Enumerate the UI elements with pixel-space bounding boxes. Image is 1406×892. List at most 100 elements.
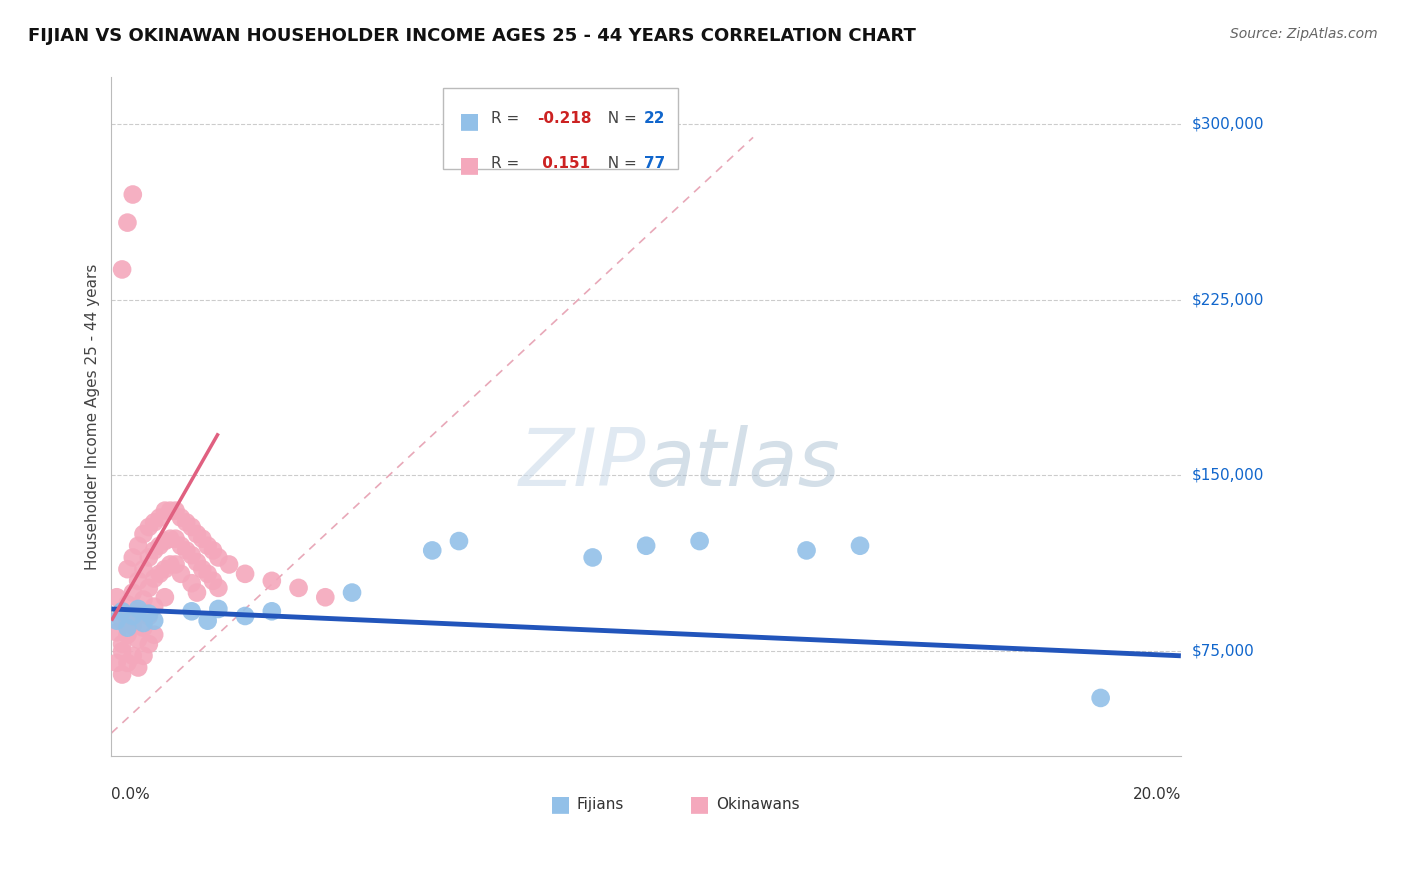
Text: R =: R =	[491, 155, 524, 170]
Point	[132, 621, 155, 635]
Point	[132, 527, 155, 541]
Text: R =: R =	[491, 112, 524, 127]
Text: Okinawans: Okinawans	[716, 797, 799, 812]
Point	[186, 585, 208, 599]
Point	[117, 621, 139, 635]
Text: 0.0%: 0.0%	[111, 787, 150, 802]
Text: $300,000: $300,000	[1192, 117, 1264, 132]
Point	[207, 602, 229, 616]
Point	[197, 539, 219, 553]
Point	[420, 543, 443, 558]
Point	[127, 574, 149, 588]
Point	[153, 591, 176, 605]
Point	[582, 550, 605, 565]
Text: ■: ■	[458, 155, 479, 176]
Point	[138, 609, 160, 624]
Point	[159, 558, 181, 572]
Text: atlas: atlas	[647, 425, 841, 503]
Point	[170, 510, 193, 524]
Point	[191, 532, 214, 546]
Point	[117, 216, 139, 230]
Point	[197, 614, 219, 628]
Point	[207, 550, 229, 565]
Point	[148, 510, 170, 524]
Point	[111, 262, 134, 277]
Point	[117, 656, 139, 670]
Point	[165, 558, 187, 572]
Point	[127, 539, 149, 553]
Point	[143, 572, 166, 586]
Point	[138, 637, 160, 651]
Point	[121, 618, 143, 632]
Point	[849, 539, 872, 553]
Text: 20.0%: 20.0%	[1132, 787, 1181, 802]
Point	[127, 604, 149, 618]
Point	[121, 585, 143, 599]
Text: ■: ■	[458, 112, 479, 131]
Point	[287, 581, 309, 595]
Point	[143, 543, 166, 558]
Point	[138, 581, 160, 595]
Point	[153, 562, 176, 576]
Point	[174, 543, 197, 558]
Point	[233, 609, 256, 624]
Point	[111, 604, 134, 618]
Point	[186, 555, 208, 569]
Point	[153, 534, 176, 549]
Point	[201, 543, 224, 558]
Point	[105, 625, 128, 640]
Point	[132, 562, 155, 576]
Point	[117, 614, 139, 628]
Text: Source: ZipAtlas.com: Source: ZipAtlas.com	[1230, 27, 1378, 41]
Point	[127, 660, 149, 674]
FancyBboxPatch shape	[443, 87, 678, 169]
Point	[447, 534, 470, 549]
Point	[153, 503, 176, 517]
Text: FIJIAN VS OKINAWAN HOUSEHOLDER INCOME AGES 25 - 44 YEARS CORRELATION CHART: FIJIAN VS OKINAWAN HOUSEHOLDER INCOME AG…	[28, 27, 915, 45]
Text: N =: N =	[598, 112, 641, 127]
Point	[180, 520, 202, 534]
Point	[174, 516, 197, 530]
Point	[260, 604, 283, 618]
Point	[796, 543, 818, 558]
Point	[1090, 690, 1112, 705]
Text: ZIP: ZIP	[519, 425, 647, 503]
Point	[180, 576, 202, 591]
Point	[138, 520, 160, 534]
Point	[111, 644, 134, 658]
Point	[165, 532, 187, 546]
Point	[138, 550, 160, 565]
Point	[132, 615, 155, 630]
Point	[111, 604, 134, 618]
Point	[111, 614, 134, 628]
Text: $75,000: $75,000	[1192, 644, 1254, 658]
Text: $225,000: $225,000	[1192, 293, 1264, 308]
Point	[201, 574, 224, 588]
Point	[143, 614, 166, 628]
Point	[689, 534, 711, 549]
Point	[117, 562, 139, 576]
Point	[105, 591, 128, 605]
Point	[233, 566, 256, 581]
Point	[180, 604, 202, 618]
Point	[197, 566, 219, 581]
Y-axis label: Householder Income Ages 25 - 44 years: Householder Income Ages 25 - 44 years	[86, 264, 100, 570]
Point	[111, 667, 134, 681]
Text: 22: 22	[644, 112, 665, 127]
Point	[191, 562, 214, 576]
Point	[165, 503, 187, 517]
Point	[207, 581, 229, 595]
Point	[132, 648, 155, 663]
Text: ■: ■	[689, 794, 710, 814]
Point	[148, 566, 170, 581]
Point	[186, 527, 208, 541]
Text: 0.151: 0.151	[537, 155, 591, 170]
Point	[159, 503, 181, 517]
Point	[340, 585, 363, 599]
Point	[138, 607, 160, 621]
Point	[148, 539, 170, 553]
Point	[117, 597, 139, 611]
Point	[218, 558, 240, 572]
Point	[143, 599, 166, 614]
Point	[132, 592, 155, 607]
